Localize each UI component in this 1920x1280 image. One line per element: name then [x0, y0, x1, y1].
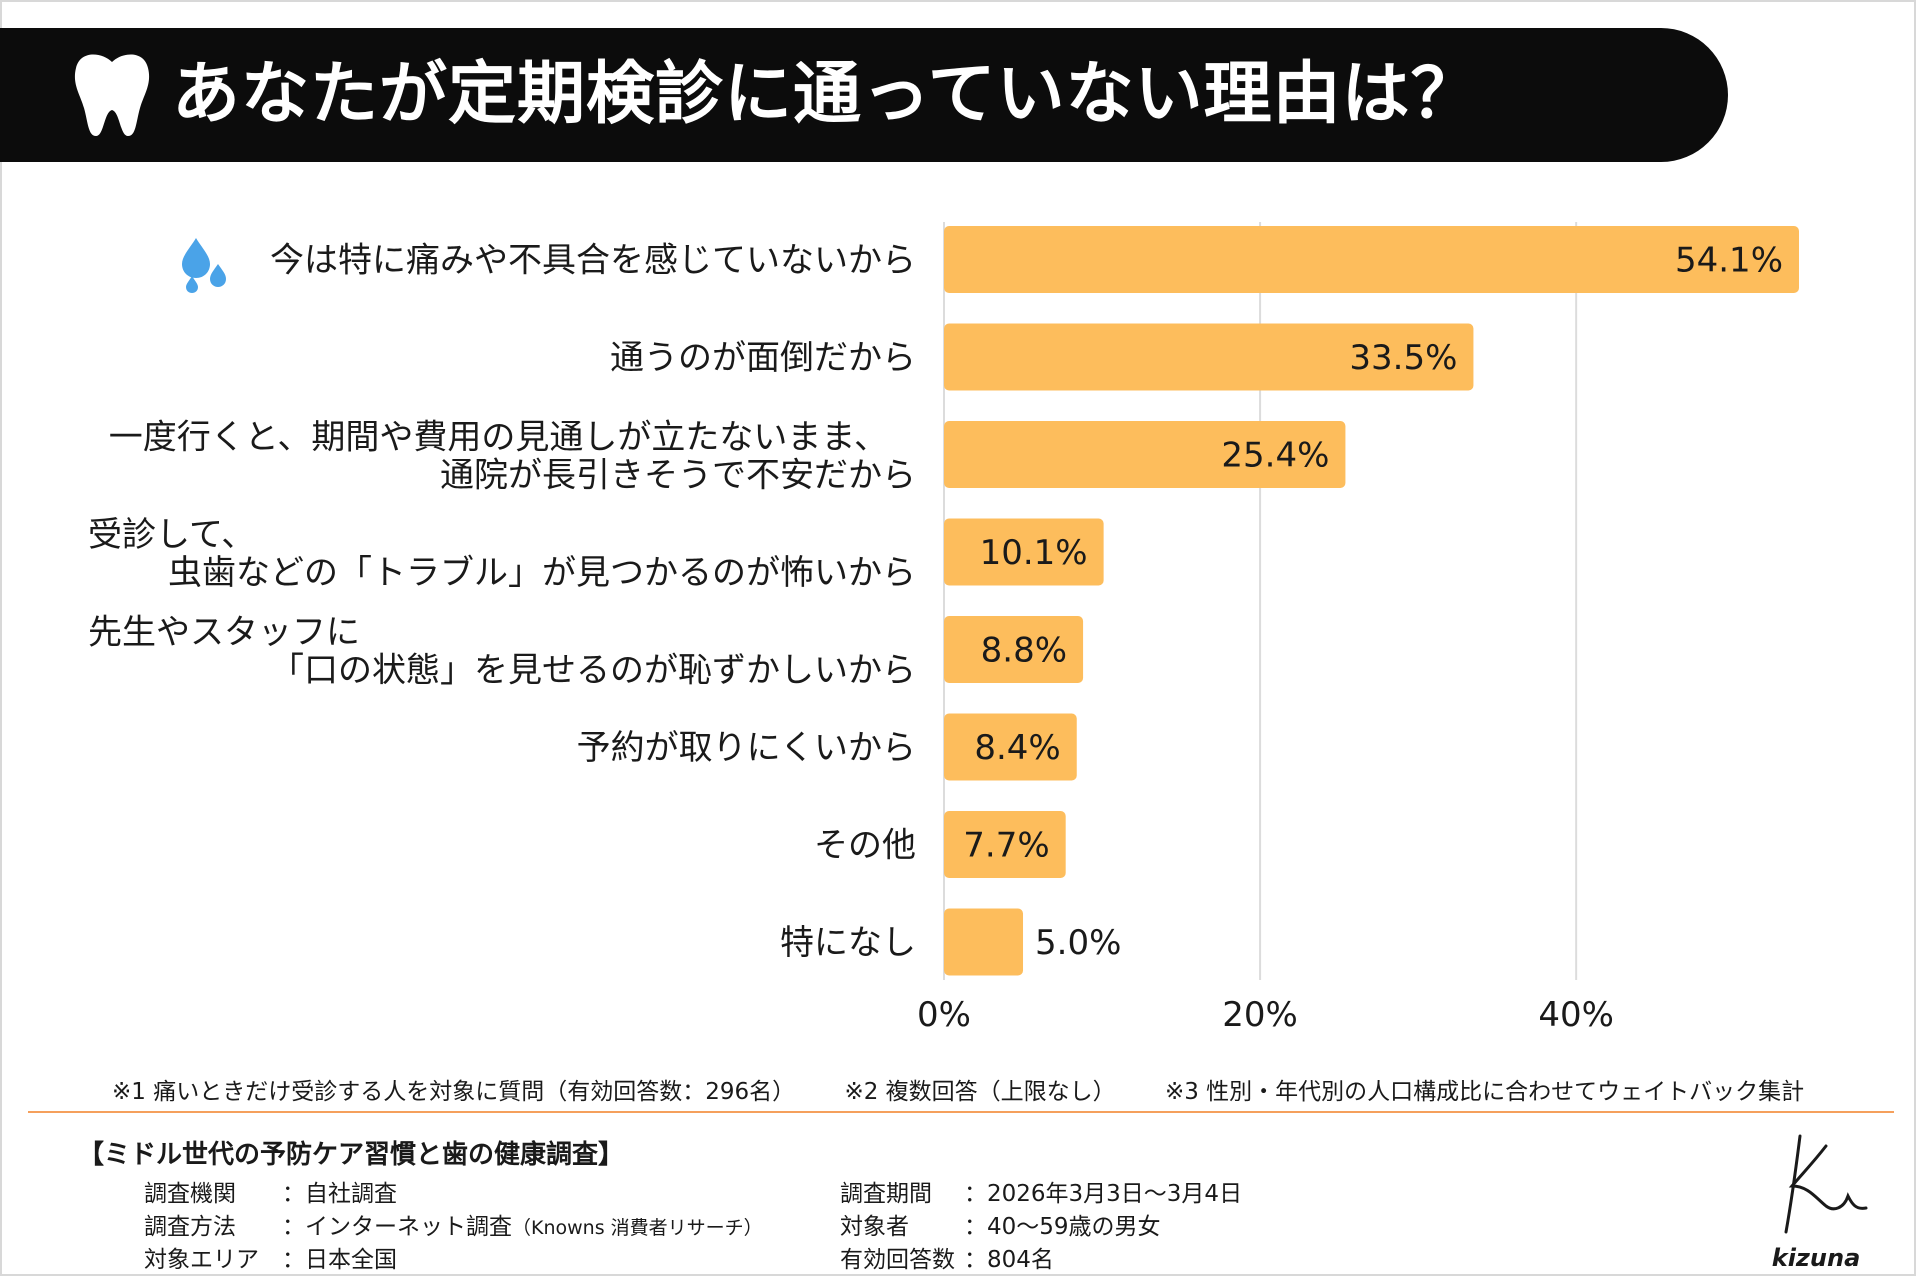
survey-method-value: ：インターネット調査 — [282, 1214, 512, 1240]
bars: 54.1% 33.5% 25.4% 10.1% 8.8% 8.4% 7.7% 5.0% — [944, 226, 1799, 976]
tooth-icon — [74, 54, 150, 136]
survey-org: 調査機関 ：自社調査 — [144, 1174, 397, 1208]
category-label-2: 通うのが面倒だから — [610, 338, 916, 378]
x-tick-label-20: 20% — [1222, 995, 1298, 1035]
value-label-2: 33.5% — [1349, 338, 1457, 378]
bar-7 — [944, 811, 1066, 878]
category-labels: 今は特に痛みや不具合を感じていないから通うのが面倒だから一度行くと、期間や費用の… — [88, 241, 916, 964]
footnotes: ※1 痛いときだけ受診する人を対象に質問（有効回答数：296名） ※2 複数回答… — [112, 1072, 1912, 1106]
value-label-8: 5.0% — [1035, 923, 1121, 963]
value-label-4: 10.1% — [980, 533, 1088, 573]
value-label-3: 25.4% — [1221, 436, 1329, 476]
bar-8 — [944, 908, 1024, 976]
survey-target-value: ：40～59歳の男女 — [964, 1214, 1161, 1240]
survey-period: 調査期間 ：2026年3月3日～3月4日 — [840, 1174, 1242, 1208]
divider — [28, 1111, 1894, 1113]
footnote-1: ※1 痛いときだけ受診する人を対象に質問（有効回答数：296名） — [112, 1079, 796, 1105]
category-label-5: 先生やスタッフに「口の状態」を見せるのが恥ずかしいから — [88, 613, 916, 691]
survey-period-value: ：2026年3月3日～3月4日 — [964, 1181, 1243, 1207]
value-label-1: 54.1% — [1675, 241, 1783, 281]
category-label-6: 予約が取りにくいから — [577, 728, 916, 768]
kizuna-logo-text: kizuna — [1771, 1244, 1861, 1272]
value-label-7: 7.7% — [963, 826, 1049, 866]
survey-period-key: 調査期間 — [840, 1181, 932, 1207]
survey-method-sub: （Knowns 消費者リサーチ） — [512, 1217, 763, 1239]
survey-org-key: 調査機関 — [144, 1181, 236, 1207]
category-label-3-line-2: 通院が長引きそうで不安だから — [440, 456, 916, 496]
kizuna-logo-mark — [1784, 1134, 1868, 1234]
bar-6 — [944, 713, 1077, 781]
water-drop-icon — [182, 238, 226, 293]
category-label-5-line-1: 先生やスタッフに — [88, 613, 360, 653]
footnote-3: ※3 性別・年代別の人口構成比に合わせてウェイトバック集計 — [1164, 1079, 1805, 1105]
page-title: あなたが定期検診に通っていない理由は？ — [172, 55, 1480, 134]
title-banner — [0, 28, 1728, 162]
value-label-5: 8.8% — [981, 631, 1067, 671]
survey-area-value: ：日本全国 — [282, 1247, 397, 1273]
category-label-8: 特になし — [780, 923, 916, 963]
survey-org-value: ：自社調査 — [282, 1181, 397, 1207]
survey-target-key: 対象者 — [840, 1214, 909, 1240]
bar-chart: 54.1% 33.5% 25.4% 10.1% 8.8% 8.4% 7.7% 5.0% 今は特… — [88, 222, 1799, 1035]
category-label-4-line-2: 虫歯などの「トラブル」が見つかるのが怖いから — [168, 553, 916, 593]
survey-valid-value: ：804名 — [964, 1247, 1054, 1273]
category-label-7: その他 — [814, 826, 916, 866]
category-label-3: 一度行くと、期間や費用の見通しが立たないまま、通院が長引きそうで不安だから — [109, 418, 916, 496]
survey-area-key: 対象エリア — [144, 1247, 259, 1273]
bar-4 — [944, 518, 1104, 586]
category-label-5-line-2: 「口の状態」を見せるのが恥ずかしいから — [270, 651, 916, 691]
category-label-4-line-1: 受診して、 — [88, 515, 255, 555]
survey-area: 対象エリア ：日本全国 — [144, 1240, 397, 1274]
category-label-1: 今は特に痛みや不具合を感じていないから — [270, 241, 916, 281]
bar-5 — [944, 616, 1084, 683]
survey-method: 調査方法 ：インターネット調査（Knowns 消費者リサーチ） — [144, 1207, 763, 1241]
footnote-2: ※2 複数回答（上限なし） — [844, 1079, 1116, 1105]
category-label-3-line-1: 一度行くと、期間や費用の見通しが立たないまま、 — [109, 418, 888, 458]
bar-2 — [944, 323, 1474, 391]
survey-valid-key: 有効回答数 — [840, 1247, 955, 1273]
survey-target: 対象者 ：40～59歳の男女 — [840, 1207, 1161, 1241]
x-axis-ticks: 0% 20% 40% — [917, 995, 1614, 1035]
survey-heading: 【ミドル世代の予防ケア習慣と歯の健康調査】 — [78, 1140, 625, 1170]
x-tick-label-40: 40% — [1538, 995, 1614, 1035]
survey-valid: 有効回答数 ：804名 — [840, 1240, 1054, 1274]
x-tick-label-0: 0% — [917, 995, 971, 1035]
value-label-6: 8.4% — [974, 728, 1060, 768]
bar-1 — [944, 226, 1799, 293]
bar-3 — [944, 421, 1346, 488]
category-label-4: 受診して、虫歯などの「トラブル」が見つかるのが怖いから — [88, 515, 916, 593]
survey-method-key: 調査方法 — [144, 1214, 236, 1240]
